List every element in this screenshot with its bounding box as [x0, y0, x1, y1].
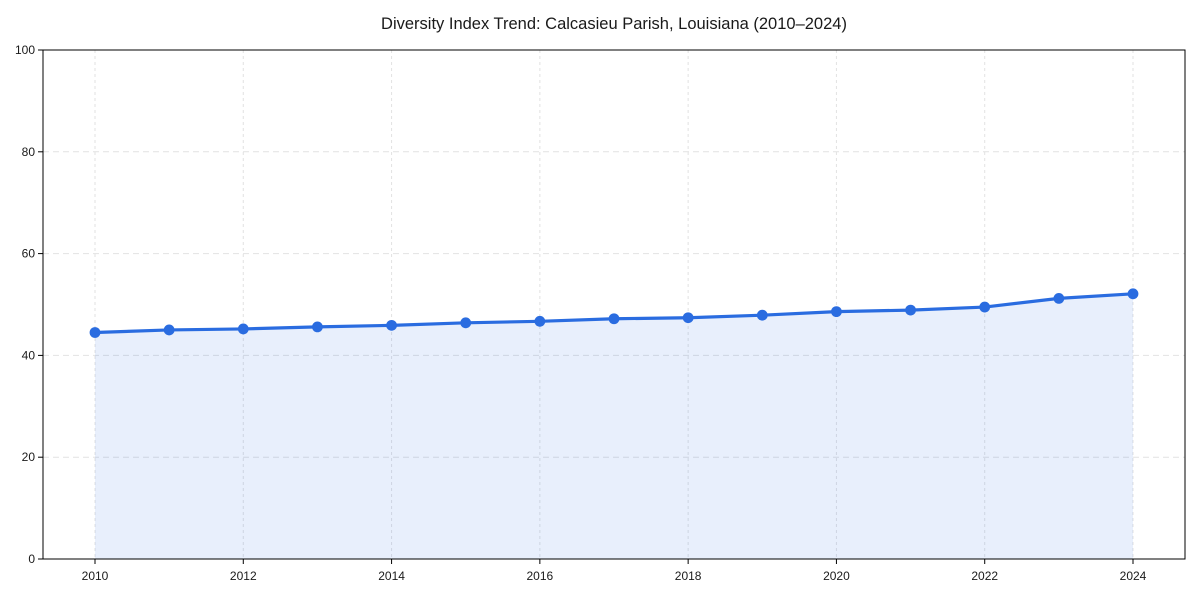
x-tick-label: 2014: [378, 569, 405, 583]
y-tick-label: 100: [15, 43, 35, 57]
x-tick-label: 2016: [527, 569, 554, 583]
x-tick-label: 2012: [230, 569, 257, 583]
x-tick-label: 2022: [971, 569, 998, 583]
data-point-2017: [608, 313, 620, 325]
y-tick-label: 80: [22, 145, 36, 159]
area-fill: [95, 293, 1133, 559]
chart-title: Diversity Index Trend: Calcasieu Parish,…: [381, 15, 847, 33]
data-point-2012: [237, 323, 249, 335]
data-point-2023: [1053, 292, 1065, 304]
data-point-2016: [534, 315, 546, 327]
data-point-2010: [89, 327, 101, 338]
data-point-2013: [312, 321, 323, 333]
data-point-2018: [682, 312, 694, 324]
data-point-2014: [386, 319, 397, 331]
x-tick-label: 2020: [823, 569, 850, 583]
data-point-2021: [905, 304, 916, 316]
data-point-2015: [460, 317, 472, 329]
data-point-2011: [163, 324, 175, 336]
data-point-2020: [831, 306, 842, 318]
y-tick-label: 20: [22, 450, 36, 464]
data-point-2024: [1127, 288, 1139, 300]
plot-border: [42, 49, 1186, 560]
y-tick-label: 40: [22, 348, 36, 362]
y-tick-label: 60: [22, 247, 36, 261]
data-point-2019: [756, 309, 768, 321]
x-tick-label: 2024: [1120, 569, 1147, 583]
data-point-2022: [979, 301, 991, 313]
x-tick-label: 2018: [675, 569, 702, 583]
y-tick-label: 0: [28, 552, 35, 566]
x-tick-label: 2010: [82, 569, 109, 583]
